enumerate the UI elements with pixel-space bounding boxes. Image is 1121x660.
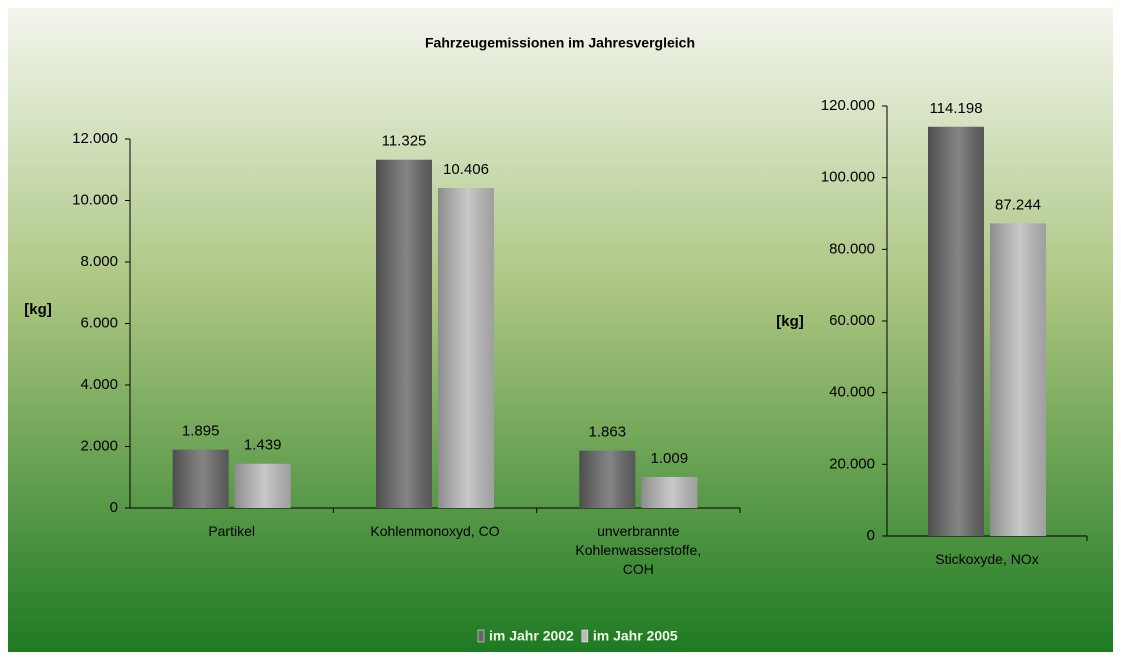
y-tick-label: 4.000 <box>80 376 118 393</box>
bar-shade <box>579 450 636 508</box>
y-tick-label: 40.000 <box>829 384 875 401</box>
bar-shade <box>438 188 494 508</box>
y-axis-label: [kg] <box>776 313 804 330</box>
y-tick-label: 100.000 <box>821 169 875 186</box>
data-label: 11.325 <box>382 133 427 150</box>
bar-shade <box>172 449 229 508</box>
bar-shade <box>928 126 984 536</box>
x-tick-label: Kohlenmonoxyd, CO <box>370 523 500 539</box>
y-tick-label: 60.000 <box>829 312 875 329</box>
y-tick-label: 0 <box>867 527 875 544</box>
legend-swatch <box>581 629 589 643</box>
legend-label: im Jahr 2002 <box>489 628 574 644</box>
x-tick-label: Stickoxyde, NOx <box>935 551 1039 567</box>
x-tick-label-box: Kohlenmonoxyd, CO <box>370 523 500 539</box>
y-tick-label: 20.000 <box>829 455 875 472</box>
y-tick-label: 2.000 <box>80 437 118 454</box>
data-label: 1.863 <box>589 424 627 441</box>
x-tick-label-box: unverbrannte Kohlenwasserstoffe, COH <box>575 523 702 577</box>
x-tick-label-box: Stickoxyde, NOx <box>935 551 1039 567</box>
y-tick-label: 6.000 <box>80 314 118 331</box>
y-tick-label: 0 <box>110 499 118 516</box>
chart-title: Fahrzeugemissionen im Jahresvergleich <box>425 35 695 51</box>
legend-swatch <box>477 629 485 643</box>
bar-shade <box>641 476 698 508</box>
x-tick-label: Partikel <box>208 523 255 539</box>
y-tick-label: 10.000 <box>72 191 118 208</box>
bar-shade <box>990 223 1046 536</box>
legend-label: im Jahr 2005 <box>593 628 678 644</box>
x-tick-label: unverbrannte Kohlenwasserstoffe, COH <box>575 523 702 577</box>
x-tick-label-box: Partikel <box>208 523 255 539</box>
y-tick-label: 80.000 <box>829 240 875 257</box>
data-label: 114.198 <box>929 100 982 117</box>
data-label: 10.406 <box>443 161 489 178</box>
bar-shade <box>234 463 291 508</box>
data-label: 1.439 <box>244 437 282 454</box>
data-label: 87.244 <box>995 196 1041 213</box>
bar-shade <box>376 159 432 508</box>
y-tick-label: 12.000 <box>72 130 118 147</box>
y-axis-label: [kg] <box>24 301 52 318</box>
data-label: 1.895 <box>182 423 220 440</box>
y-tick-label: 8.000 <box>80 253 118 270</box>
y-tick-label: 120.000 <box>821 97 875 114</box>
data-label: 1.009 <box>651 450 689 467</box>
